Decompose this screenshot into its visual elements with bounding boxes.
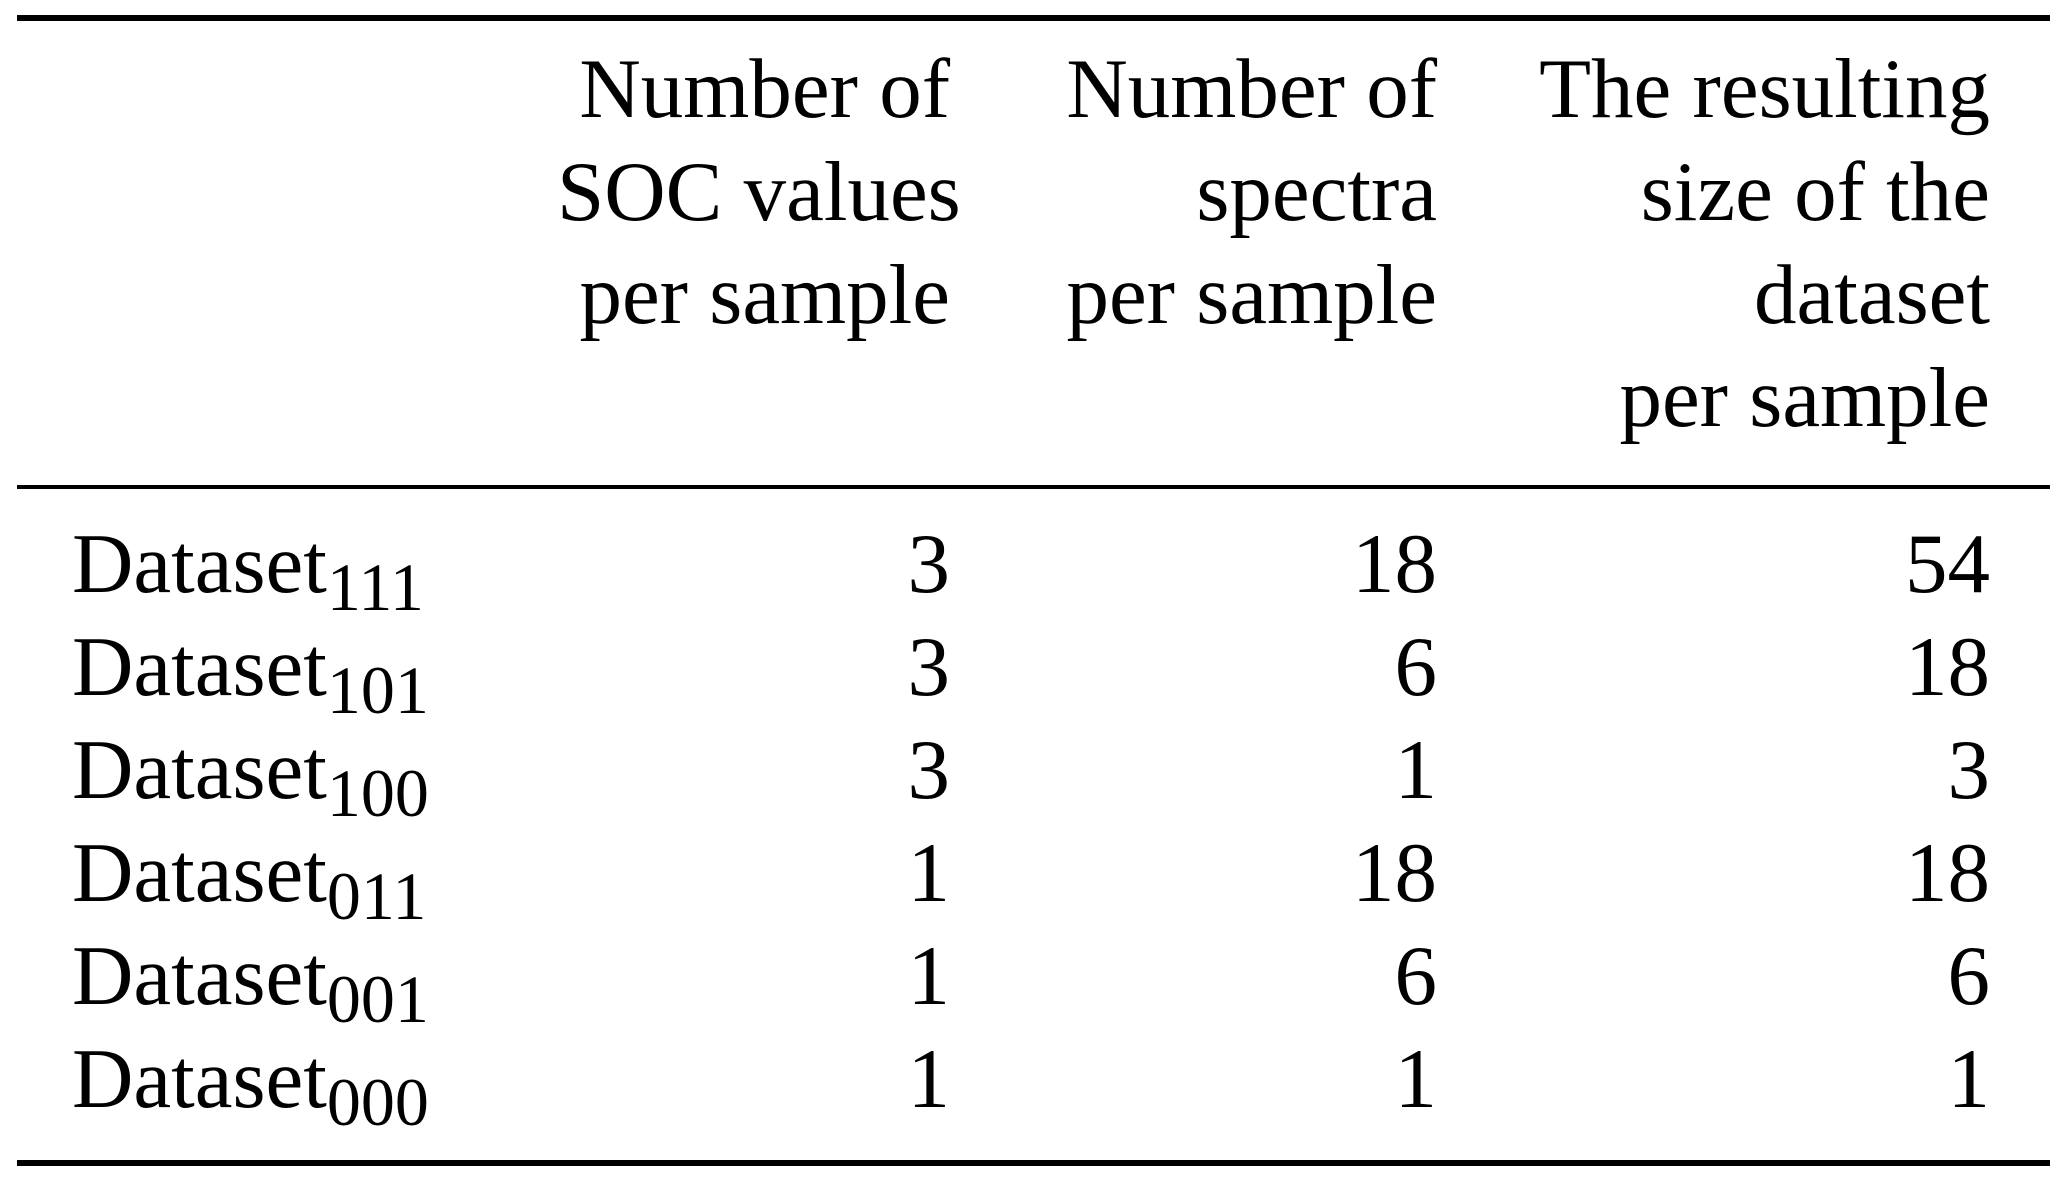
table-header-row: Number of SOC values per sample Number o… bbox=[17, 21, 2050, 485]
cell-spectra: 6 bbox=[1394, 929, 1438, 1023]
table-row: Dataset000 1 1 1 bbox=[17, 1028, 2050, 1140]
cell-dataset-size: 6 bbox=[1947, 929, 1991, 1023]
cell-dataset-size: 3 bbox=[1947, 723, 1991, 817]
dataset-subscript: 101 bbox=[326, 651, 429, 728]
cell-soc-values: 1 bbox=[907, 1032, 951, 1126]
header-cell-dataset-size: The resulting size of the dataset per sa… bbox=[1437, 38, 2050, 450]
dataset-subscript: 100 bbox=[326, 754, 429, 831]
dataset-name: Dataset bbox=[72, 826, 327, 920]
header-line: spectra bbox=[1196, 145, 1437, 239]
table-body: Dataset111 3 18 54 Dataset101 3 6 18 Dat… bbox=[17, 489, 2050, 1160]
header-line: Number of bbox=[1066, 42, 1437, 136]
table-top-rule bbox=[17, 15, 2050, 21]
header-line: SOC values bbox=[557, 145, 961, 239]
header-line: Number of bbox=[579, 42, 950, 136]
header-cell-spectra: Number of spectra per sample bbox=[950, 38, 1437, 450]
row-label: Dataset001 bbox=[17, 925, 557, 1037]
row-label: Dataset000 bbox=[17, 1028, 557, 1140]
cell-spectra: 18 bbox=[1352, 517, 1437, 611]
table-mid-rule bbox=[17, 485, 2050, 489]
header-line: dataset bbox=[1754, 248, 1990, 342]
cell-dataset-size: 18 bbox=[1905, 620, 1990, 714]
dataset-subscript: 111 bbox=[326, 548, 424, 625]
cell-spectra: 1 bbox=[1394, 723, 1438, 817]
table-bottom-rule bbox=[17, 1160, 2050, 1166]
table-row: Dataset111 3 18 54 bbox=[17, 513, 2050, 625]
dataset-name: Dataset bbox=[72, 1032, 327, 1126]
dataset-subscript: 001 bbox=[326, 960, 429, 1037]
cell-soc-values: 3 bbox=[907, 723, 951, 817]
header-cell-label bbox=[17, 38, 557, 450]
header-line: size of the bbox=[1640, 145, 1990, 239]
data-table: Number of SOC values per sample Number o… bbox=[17, 15, 2050, 1166]
header-cell-soc-values: Number of SOC values per sample bbox=[557, 38, 961, 450]
header-line: per sample bbox=[1066, 248, 1437, 342]
cell-soc-values: 1 bbox=[907, 929, 951, 1023]
dataset-name: Dataset bbox=[72, 723, 327, 817]
cell-dataset-size: 18 bbox=[1905, 826, 1990, 920]
dataset-subscript: 000 bbox=[326, 1063, 429, 1140]
header-line: per sample bbox=[579, 248, 950, 342]
row-label: Dataset111 bbox=[17, 513, 557, 625]
cell-soc-values: 1 bbox=[907, 826, 951, 920]
cell-soc-values: 3 bbox=[907, 620, 951, 714]
cell-spectra: 6 bbox=[1394, 620, 1438, 714]
dataset-name: Dataset bbox=[72, 929, 327, 1023]
cell-dataset-size: 54 bbox=[1905, 517, 1990, 611]
cell-soc-values: 3 bbox=[907, 517, 951, 611]
table-row: Dataset101 3 6 18 bbox=[17, 616, 2050, 728]
header-line: per sample bbox=[1619, 351, 1990, 445]
table-row: Dataset001 1 6 6 bbox=[17, 925, 2050, 1037]
row-label: Dataset100 bbox=[17, 719, 557, 831]
table-row: Dataset011 1 18 18 bbox=[17, 822, 2050, 934]
row-label: Dataset101 bbox=[17, 616, 557, 728]
table-row: Dataset100 3 1 3 bbox=[17, 719, 2050, 831]
dataset-subscript: 011 bbox=[326, 857, 427, 934]
dataset-name: Dataset bbox=[72, 620, 327, 714]
cell-spectra: 1 bbox=[1394, 1032, 1438, 1126]
cell-spectra: 18 bbox=[1352, 826, 1437, 920]
dataset-name: Dataset bbox=[72, 517, 327, 611]
cell-dataset-size: 1 bbox=[1947, 1032, 1991, 1126]
header-line: The resulting bbox=[1539, 42, 1990, 136]
row-label: Dataset011 bbox=[17, 822, 557, 934]
